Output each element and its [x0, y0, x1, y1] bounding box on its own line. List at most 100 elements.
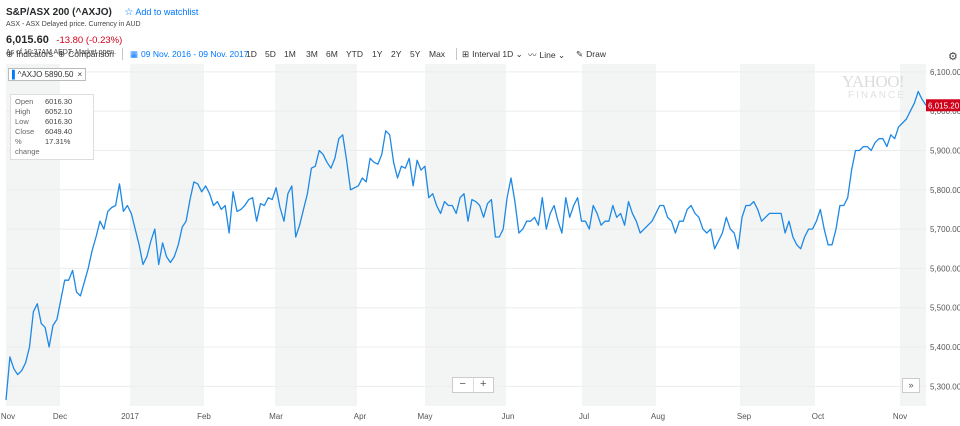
chart-type-label: Line: [539, 50, 556, 60]
interval-dropdown[interactable]: ⊞ Interval 1D ⌄: [462, 49, 523, 60]
ohlc-key: Low: [15, 117, 29, 126]
ohlc-value: 6049.40: [45, 127, 73, 136]
x-tick-label: Dec: [53, 412, 67, 421]
ohlc-value: 6016.30: [45, 117, 73, 126]
date-range-label: 09 Nov. 2016 - 09 Nov. 2017: [141, 49, 249, 59]
star-icon: ☆: [124, 7, 134, 18]
y-tick-label: 6,100.00: [930, 68, 960, 77]
x-tick-label: Sep: [737, 412, 752, 421]
ohlc-row: Open 6016.30: [15, 97, 89, 107]
indicators-label: Indicators: [16, 49, 53, 59]
ohlc-row: Low 6016.30: [15, 117, 89, 127]
add-to-watchlist-link[interactable]: ☆ Add to watchlist: [124, 7, 198, 18]
price-series-line: [5, 90, 927, 401]
ohlc-row: High 6052.10: [15, 107, 89, 117]
x-tick-label: Mar: [269, 412, 283, 421]
zoom-in-button[interactable]: +: [472, 378, 494, 392]
y-tick-label: 6,000.00: [930, 107, 960, 116]
chevron-down-icon: ⌄: [515, 49, 523, 59]
series-name: ^AXJO: [17, 70, 43, 79]
ohlc-key: Open: [15, 97, 34, 106]
calendar-icon: ▦: [130, 49, 139, 59]
draw-label: Draw: [586, 49, 606, 59]
range-button-max[interactable]: Max: [429, 49, 446, 59]
toolbar-divider: [122, 48, 123, 60]
range-button-6m[interactable]: 6M: [326, 49, 338, 59]
range-button-3m[interactable]: 3M: [306, 49, 318, 59]
range-button-5y[interactable]: 5Y: [410, 49, 421, 59]
y-tick-label: 5,500.00: [930, 304, 960, 313]
x-tick-label: Nov: [1, 412, 15, 421]
quote-title: S&P/ASX 200 (^AXJO): [6, 7, 112, 18]
y-tick-label: 5,300.00: [930, 382, 960, 391]
x-tick-label: Jun: [502, 412, 515, 421]
x-tick-label: Apr: [354, 412, 367, 421]
y-tick-label: 5,700.00: [930, 225, 960, 234]
last-price-label: 6,015.20: [928, 101, 960, 110]
zoom-out-button[interactable]: −: [459, 378, 466, 390]
settings-gear-icon[interactable]: ⚙: [948, 51, 958, 63]
range-button-ytd[interactable]: YTD: [346, 49, 363, 59]
month-band: [425, 64, 506, 406]
series-legend-tag[interactable]: ▌^AXJO 5890.50 ×: [8, 68, 87, 81]
y-tick-label: 5,400.00: [930, 343, 960, 352]
ohlc-key: High: [15, 107, 31, 116]
ohlc-key: Close: [15, 127, 35, 136]
x-tick-label: Aug: [651, 412, 665, 421]
current-price: 6,015.60: [6, 34, 49, 46]
interval-icon: ⊞: [462, 49, 470, 59]
y-tick-label: 5,900.00: [930, 146, 960, 155]
interval-value: 1D: [502, 49, 514, 59]
series-value: 5890.50: [44, 70, 74, 79]
line-chart-icon: 〰: [528, 50, 537, 60]
zoom-control: − +: [452, 377, 494, 393]
yahoo-finance-logo-sub: FINANCE: [848, 90, 906, 101]
range-button-2y[interactable]: 2Y: [391, 49, 402, 59]
ohlc-tooltip: Open 6016.30 High 6052.10 Low 6016.30 Close 604…: [10, 94, 94, 160]
comparison-label: Comparison: [68, 49, 114, 59]
ohlc-row: % change 17.31%: [15, 137, 89, 157]
range-button-1y[interactable]: 1Y: [372, 49, 383, 59]
exchange-info: ASX - ASX Delayed price. Currency in AUD: [6, 21, 141, 28]
indicators-button[interactable]: ⊕ Indicators: [6, 49, 53, 60]
asof-timestamp: As of 10:37AM AEDT. Market open.: [6, 49, 117, 56]
month-band: [900, 64, 926, 406]
draw-button[interactable]: ✎ Draw: [576, 49, 606, 60]
interval-label: Interval: [472, 49, 500, 59]
ohlc-row: Close 6049.40: [15, 127, 89, 137]
x-tick-label: Jul: [579, 412, 589, 421]
pencil-icon: ✎: [576, 49, 584, 59]
chevron-down-icon: ⌄: [557, 50, 566, 60]
ohlc-value: 17.31%: [45, 137, 71, 146]
x-tick-label: 2017: [121, 412, 139, 421]
series-color-marker: ▌: [12, 70, 18, 79]
chart-type-dropdown[interactable]: 〰 Line ⌄: [528, 49, 565, 61]
watchlist-label: Add to watchlist: [135, 7, 199, 17]
x-tick-label: Oct: [812, 412, 825, 421]
close-icon[interactable]: ×: [77, 70, 83, 79]
range-button-1m[interactable]: 1M: [284, 49, 296, 59]
yahoo-finance-logo: YAHOO!: [842, 72, 905, 91]
month-band: [130, 64, 204, 406]
ohlc-value: 6016.30: [45, 97, 73, 106]
range-button-1d[interactable]: 1D: [246, 49, 257, 59]
date-range-picker[interactable]: ▦ 09 Nov. 2016 - 09 Nov. 2017: [130, 49, 248, 60]
comparison-icon: ⊕: [58, 49, 66, 59]
quote-header: S&P/ASX 200 (^AXJO) ☆ Add to watchlist A…: [6, 2, 198, 57]
x-tick-label: Nov: [893, 412, 907, 421]
month-band: [275, 64, 357, 406]
toolbar-divider: [456, 48, 457, 60]
ohlc-key: % change: [15, 137, 40, 156]
month-band: [740, 64, 815, 406]
comparison-button[interactable]: ⊕ Comparison: [58, 49, 114, 60]
expand-chart-button[interactable]: »: [902, 378, 920, 393]
y-tick-label: 5,600.00: [930, 264, 960, 273]
y-tick-label: 5,800.00: [930, 186, 960, 195]
ohlc-value: 6052.10: [45, 107, 73, 116]
range-button-5d[interactable]: 5D: [265, 49, 276, 59]
chart-toolbar: ⊕ Indicators ⊕ Comparison ▦ 09 Nov. 2016 - …: [0, 47, 960, 63]
month-band: [582, 64, 656, 406]
x-tick-label: May: [417, 412, 432, 421]
x-tick-label: Feb: [197, 412, 211, 421]
